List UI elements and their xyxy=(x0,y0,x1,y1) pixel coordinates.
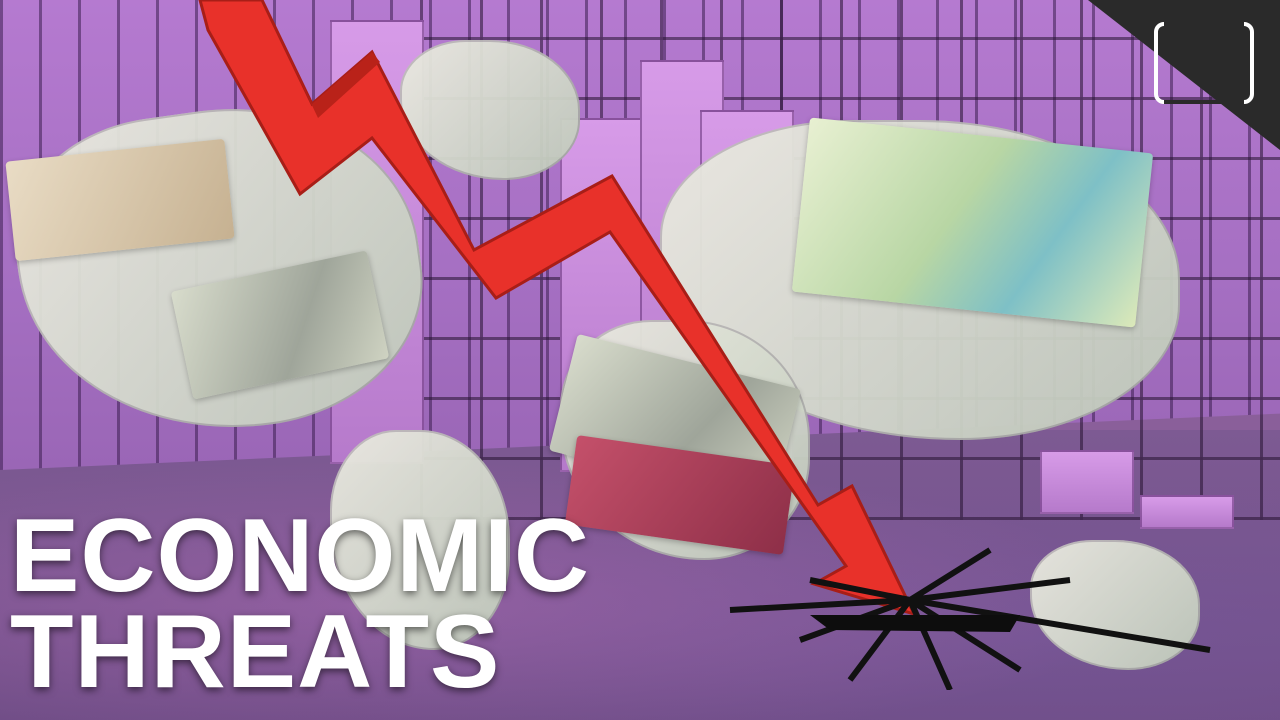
headline-line-1: ECONOMIC xyxy=(10,498,590,614)
chart-bar xyxy=(1140,495,1234,529)
europe-map xyxy=(400,40,580,180)
chart-bar xyxy=(1040,450,1134,514)
headline-line-2: THREATS xyxy=(10,594,501,710)
rounded-square-logo-icon xyxy=(1154,22,1254,104)
ground-crack-icon xyxy=(729,547,1211,690)
south-america-map xyxy=(330,430,510,650)
australia-map xyxy=(1030,540,1200,670)
headline: ECONOMIC THREATS xyxy=(10,498,590,710)
